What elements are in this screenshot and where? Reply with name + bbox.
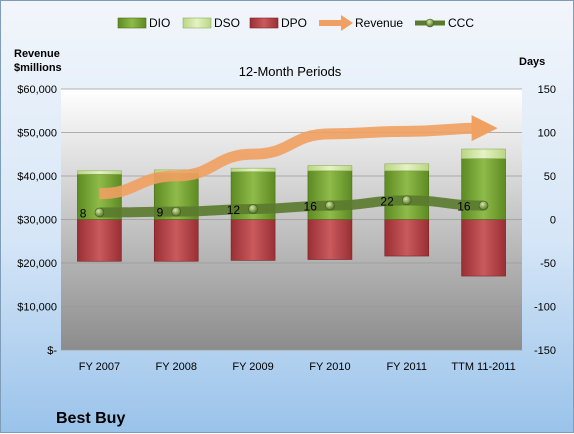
ccc-data-label: 8 bbox=[80, 207, 87, 221]
dpo-bar bbox=[230, 219, 276, 261]
dpo-bar bbox=[153, 219, 199, 262]
x-category-label: TTM 11-2011 bbox=[451, 361, 515, 373]
y-left-tick-label: $30,000 bbox=[17, 215, 57, 227]
y-left-tick-label: $- bbox=[47, 345, 57, 357]
ccc-line bbox=[99, 195, 484, 218]
dso-bar bbox=[384, 163, 430, 172]
legend-swatch bbox=[117, 17, 147, 29]
ccc-point bbox=[325, 200, 335, 211]
dpo-bar bbox=[307, 219, 353, 260]
dpo-bar bbox=[461, 219, 506, 277]
legend-swatch bbox=[249, 17, 279, 29]
y-right-tick-label: 0 bbox=[550, 215, 556, 227]
ccc-data-label: 9 bbox=[157, 206, 164, 220]
gridlines bbox=[61, 88, 522, 351]
y-right-tick-label: 100 bbox=[538, 128, 556, 140]
ccc-data-label: 12 bbox=[227, 203, 241, 217]
x-category-label: FY 2011 bbox=[386, 361, 427, 373]
dpo-bar bbox=[77, 219, 122, 262]
x-category-label: FY 2008 bbox=[156, 361, 197, 373]
legend-label: DPO bbox=[281, 16, 307, 30]
ccc-point bbox=[94, 207, 105, 218]
legend-item-dso: DSO bbox=[182, 16, 240, 30]
y-right-tick-label: -150 bbox=[534, 345, 556, 357]
legend-label: DIO bbox=[149, 16, 170, 30]
y-right-tick-label: -50 bbox=[540, 258, 556, 270]
dso-bar bbox=[230, 167, 276, 172]
ccc-point bbox=[401, 195, 412, 206]
dso-bar bbox=[461, 148, 506, 159]
legend-item-revenue: Revenue bbox=[319, 15, 403, 31]
x-categories: FY 2007 FY 2008 FY 2009 FY 2010 FY 2011 TTM 1… bbox=[79, 361, 516, 373]
ccc-data-label: 22 bbox=[380, 194, 394, 208]
y-left-title-line2: $millions bbox=[14, 62, 62, 74]
x-category-label: FY 2009 bbox=[232, 361, 273, 373]
dpo-bar bbox=[384, 219, 430, 257]
company-name: Best Buy bbox=[56, 410, 125, 427]
y-left-tick-label: $20,000 bbox=[17, 258, 57, 270]
ccc-point bbox=[171, 206, 182, 217]
y-right-tick-label: -100 bbox=[534, 302, 556, 314]
ccc-point bbox=[248, 204, 258, 214]
dso-bar bbox=[307, 165, 353, 172]
y-right-tick-label: 50 bbox=[544, 171, 556, 183]
y-left-tick-label: $50,000 bbox=[17, 128, 57, 140]
legend-label: Revenue bbox=[355, 16, 403, 30]
legend-swatch-dot bbox=[425, 18, 435, 28]
revenue-line bbox=[99, 115, 498, 200]
legend: DIO DSO DPO Revenue CCC bbox=[117, 15, 474, 31]
y-left-tick-label: $60,000 bbox=[17, 84, 57, 96]
x-category-label: FY 2007 bbox=[79, 361, 120, 373]
legend-swatch bbox=[182, 17, 212, 29]
legend-item-ccc: CCC bbox=[415, 16, 474, 30]
y-left-title-line1: Revenue bbox=[14, 48, 60, 60]
legend-item-dio: DIO bbox=[117, 16, 170, 30]
x-category-label: FY 2010 bbox=[309, 361, 350, 373]
legend-label: CCC bbox=[448, 16, 474, 30]
dso-bar bbox=[77, 170, 122, 175]
legend-swatch-arrowhead bbox=[341, 15, 353, 31]
chart-title: 12-Month Periods bbox=[239, 64, 342, 79]
y-right-ticks: -150 -100 -50 0 50 100 150 bbox=[534, 84, 556, 357]
ccc-point bbox=[478, 200, 489, 211]
ccc-data-label: 16 bbox=[304, 200, 318, 214]
y-left-tick-label: $40,000 bbox=[17, 171, 57, 183]
dio-bar bbox=[384, 170, 430, 220]
y-right-title: Days bbox=[519, 56, 545, 68]
legend-item-dpo: DPO bbox=[249, 16, 307, 30]
legend-label: DSO bbox=[214, 16, 240, 30]
y-left-tick-label: $10,000 bbox=[17, 302, 57, 314]
dio-bar bbox=[307, 170, 353, 220]
ccc-data-label: 16 bbox=[457, 200, 471, 214]
y-left-ticks: $- $10,000 $20,000 $30,000 $40,000 $50,000 $60… bbox=[17, 84, 57, 357]
y-right-tick-label: 150 bbox=[538, 84, 556, 96]
lines: 8 9 12 16 22 16 bbox=[80, 115, 498, 221]
